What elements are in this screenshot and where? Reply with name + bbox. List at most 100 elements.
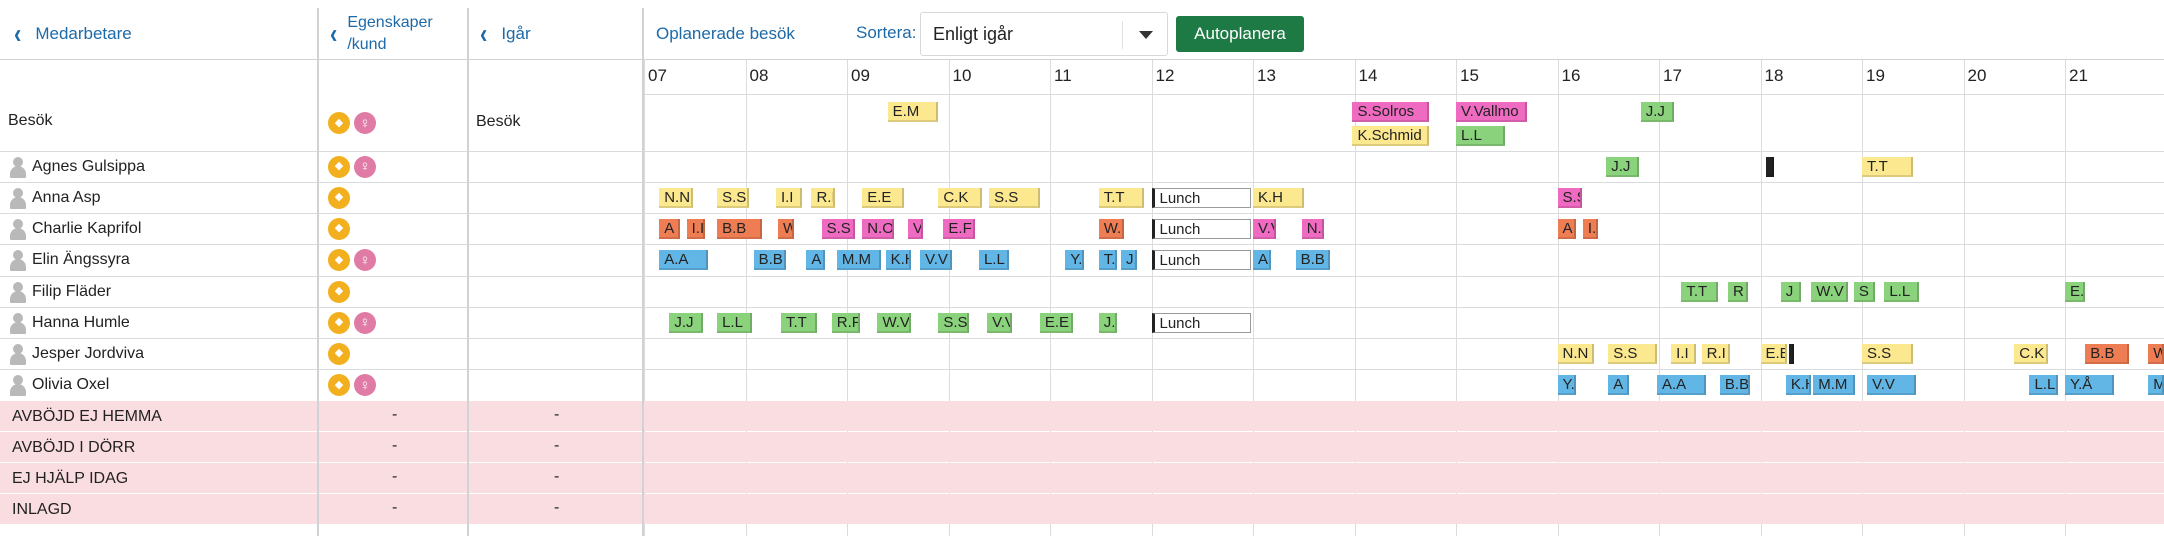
lunch-block[interactable]: Lunch — [1151, 313, 1251, 333]
visit-block[interactable]: T.T — [1862, 157, 1913, 177]
visit-block[interactable]: B.B — [1719, 375, 1751, 395]
dog-icon[interactable]: ◆ — [328, 249, 350, 271]
visit-block[interactable]: K.Schmid — [1352, 126, 1429, 146]
visit-block[interactable]: Y.Å — [2065, 375, 2114, 395]
dog-icon[interactable]: ◆ — [328, 374, 350, 396]
staff-column-header[interactable]: ‹ Medarbetare — [14, 8, 314, 60]
visit-block[interactable]: S — [1853, 282, 1876, 302]
visit-block[interactable]: W — [777, 219, 795, 239]
staff-row-name[interactable]: Charlie Kaprifol — [8, 218, 141, 240]
visit-block[interactable]: A — [806, 250, 825, 270]
visit-block[interactable]: V.V — [920, 250, 952, 270]
visit-block[interactable]: Y. — [1065, 250, 1084, 270]
status-row[interactable] — [0, 463, 2164, 493]
visit-block[interactable]: A.A — [1656, 375, 1706, 395]
staff-row-name[interactable]: Olivia Oxel — [8, 374, 109, 396]
dog-icon[interactable]: ◆ — [328, 280, 350, 303]
visit-block[interactable]: E.E — [862, 188, 904, 208]
autoplan-button[interactable]: Autoplanera — [1176, 16, 1304, 52]
visit-block[interactable]: N.O — [1301, 219, 1325, 239]
dog-icon[interactable]: ◆ — [328, 217, 350, 240]
status-row[interactable] — [0, 401, 2164, 431]
visit-block[interactable]: J.J — [1640, 102, 1675, 122]
visit-block[interactable]: K.H — [1253, 188, 1304, 208]
visit-block[interactable]: W.V — [877, 313, 911, 333]
female-icon[interactable]: ♀ — [354, 155, 376, 178]
visit-block[interactable]: V. — [907, 219, 924, 239]
visit-block[interactable]: T.T — [1681, 282, 1718, 302]
visit-block[interactable]: N.O — [862, 219, 894, 239]
visit-block[interactable]: T.T — [1098, 250, 1118, 270]
status-row[interactable] — [0, 494, 2164, 524]
visit-block[interactable]: S.S — [821, 219, 856, 239]
sort-select[interactable]: Enligt igår — [920, 12, 1168, 56]
visit-block[interactable]: S.S — [938, 313, 969, 333]
visit-block[interactable]: R — [1728, 282, 1749, 302]
visit-block[interactable]: B.B — [717, 219, 762, 239]
visit-block[interactable]: S.S — [989, 188, 1040, 208]
staff-row-name[interactable]: Anna Asp — [8, 187, 101, 209]
visit-block[interactable]: E. — [2065, 282, 2086, 302]
female-icon[interactable]: ♀ — [354, 311, 376, 334]
visit-block[interactable]: R.I — [1701, 344, 1731, 364]
visit-block[interactable]: A — [659, 219, 680, 239]
visit-block[interactable]: A — [1557, 219, 1576, 239]
visit-block[interactable]: W — [2148, 344, 2164, 364]
visit-block[interactable]: S.Solros — [1352, 102, 1429, 122]
lunch-block[interactable]: Lunch — [1151, 250, 1251, 270]
visit-block[interactable]: L.L — [1456, 126, 1505, 146]
staff-row-name[interactable]: Elin Ängssyra — [8, 249, 130, 271]
visit-block[interactable]: J.J — [669, 313, 703, 333]
attributes-column-header[interactable]: ‹ Egenskaper /kund — [330, 8, 470, 60]
female-icon[interactable]: ♀ — [354, 249, 376, 271]
visit-block[interactable]: M.M — [1813, 375, 1855, 395]
visit-block[interactable]: S.S — [717, 188, 749, 208]
visit-block[interactable]: S.S — [1608, 344, 1657, 364]
visit-block[interactable]: L.L — [2029, 375, 2058, 395]
visit-block[interactable]: R.I — [811, 188, 835, 208]
visit-block[interactable]: S.S — [1557, 188, 1582, 208]
visit-block[interactable]: T.T — [781, 313, 817, 333]
staff-row-name[interactable]: Jesper Jordviva — [8, 343, 144, 365]
visit-block[interactable] — [1765, 157, 1774, 177]
visit-block[interactable]: J — [1780, 282, 1802, 302]
visit-block[interactable]: C.K — [938, 188, 983, 208]
visit-block[interactable]: L.L — [717, 313, 752, 333]
visit-block[interactable]: A — [1608, 375, 1629, 395]
visit-block[interactable]: B.B — [1295, 250, 1331, 270]
visit-block[interactable]: J.J — [1606, 157, 1639, 177]
dog-icon[interactable]: ◆ — [328, 342, 350, 365]
visit-block[interactable]: L.L — [1884, 282, 1919, 302]
dog-icon[interactable]: ◆ — [328, 112, 350, 134]
dog-icon[interactable]: ◆ — [328, 186, 350, 209]
visit-block[interactable]: N.N — [1557, 344, 1595, 364]
visit-block[interactable]: I.I — [775, 188, 803, 208]
dog-icon[interactable]: ◆ — [328, 155, 350, 178]
visit-block[interactable]: C.K — [2014, 344, 2048, 364]
visit-block[interactable]: T.T — [1098, 188, 1145, 208]
visit-block[interactable]: J.J — [1121, 250, 1138, 270]
visit-block[interactable]: M.M — [836, 250, 881, 270]
dog-icon[interactable]: ◆ — [328, 311, 350, 334]
visit-block[interactable]: K.H — [885, 250, 911, 270]
visit-block[interactable]: W. — [1098, 219, 1125, 239]
visit-block[interactable]: B.B — [753, 250, 787, 270]
visit-block[interactable]: E.E — [1760, 344, 1787, 364]
visit-block[interactable]: W.V — [1811, 282, 1848, 302]
visit-block[interactable] — [1788, 344, 1794, 364]
visit-block[interactable]: M — [2148, 375, 2164, 395]
visit-block[interactable]: Y. — [1557, 375, 1576, 395]
visit-block[interactable]: V.V — [1253, 219, 1277, 239]
staff-row-name[interactable]: Hanna Humle — [8, 312, 130, 334]
visit-block[interactable]: I.I — [686, 219, 705, 239]
staff-row-name[interactable]: Agnes Gulsippa — [8, 156, 145, 178]
visit-block[interactable]: A.A — [659, 250, 708, 270]
visits-row-name[interactable]: Besök — [8, 112, 52, 130]
yesterday-column-header[interactable]: ‹ Igår — [480, 8, 640, 60]
visit-block[interactable]: B.B — [2085, 344, 2129, 364]
visit-block[interactable]: E.M — [887, 102, 939, 122]
visit-block[interactable]: V.Vallmo — [1456, 102, 1528, 122]
staff-row-name[interactable]: Filip Fläder — [8, 281, 111, 303]
visit-block[interactable]: E.E — [1039, 313, 1074, 333]
visit-block[interactable]: R.F — [831, 313, 861, 333]
